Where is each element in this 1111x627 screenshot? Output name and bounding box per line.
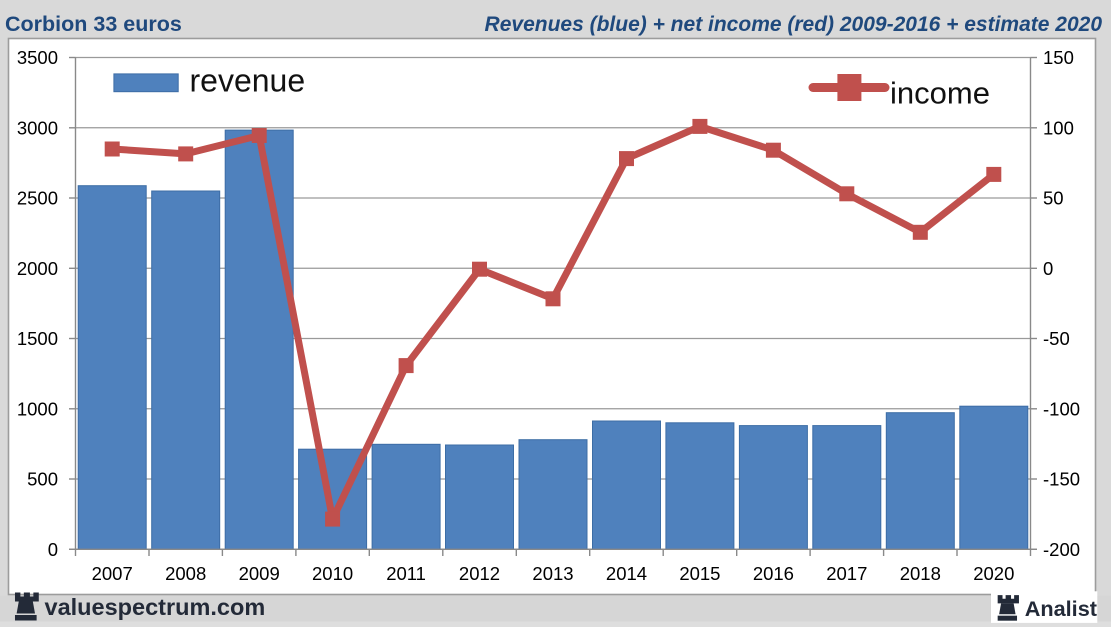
svg-text:Analist: Analist (1025, 596, 1097, 621)
svg-text:500: 500 (27, 469, 58, 490)
svg-text:2012: 2012 (459, 563, 500, 584)
svg-text:2014: 2014 (606, 563, 647, 584)
svg-text:2016: 2016 (753, 563, 794, 584)
svg-text:2011: 2011 (386, 563, 426, 584)
svg-text:-100: -100 (1043, 398, 1080, 419)
svg-text:2000: 2000 (17, 258, 58, 279)
svg-text:100: 100 (1043, 117, 1074, 138)
svg-text:2017: 2017 (826, 563, 867, 584)
svg-text:income: income (890, 76, 990, 111)
svg-text:Corbion 33 euros: Corbion 33 euros (5, 12, 182, 36)
svg-text:2008: 2008 (165, 563, 206, 584)
svg-text:1500: 1500 (17, 328, 58, 349)
svg-text:2020: 2020 (973, 563, 1014, 584)
svg-text:0: 0 (1043, 258, 1053, 279)
svg-text:0: 0 (48, 539, 58, 560)
svg-text:-50: -50 (1043, 328, 1070, 349)
svg-text:Revenues (blue) + net income (: Revenues (blue) + net income (red) 2009-… (485, 13, 1103, 36)
svg-text:2009: 2009 (239, 563, 280, 584)
svg-text:-200: -200 (1043, 539, 1080, 560)
svg-text:150: 150 (1043, 47, 1074, 68)
svg-text:2007: 2007 (92, 563, 133, 584)
svg-text:50: 50 (1043, 188, 1064, 209)
svg-text:-150: -150 (1043, 469, 1080, 490)
svg-text:2015: 2015 (679, 563, 720, 584)
svg-text:3000: 3000 (17, 117, 58, 138)
svg-text:2013: 2013 (532, 563, 573, 584)
svg-text:revenue: revenue (190, 63, 306, 99)
svg-text:2018: 2018 (900, 563, 941, 584)
svg-text:1000: 1000 (17, 398, 58, 419)
svg-text:3500: 3500 (17, 47, 58, 68)
svg-text:2500: 2500 (17, 188, 58, 209)
svg-text:valuespectrum.com: valuespectrum.com (45, 594, 266, 620)
svg-text:2010: 2010 (312, 563, 353, 584)
